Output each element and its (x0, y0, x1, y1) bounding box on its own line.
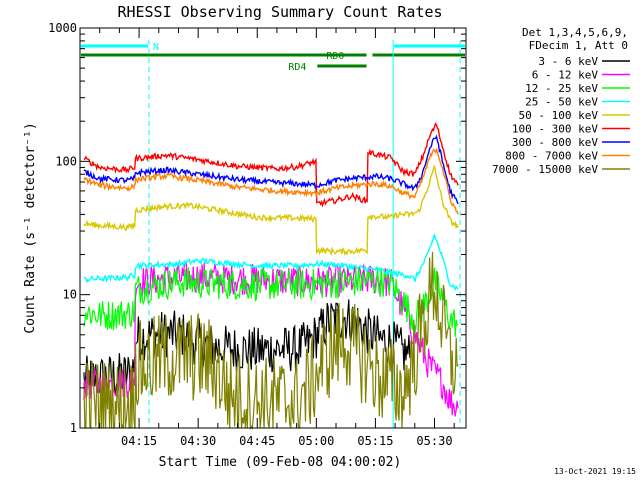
y-axis-ticks: 1 10 100 1000 (48, 21, 466, 435)
footer-timestamp: 13-Oct-2021 19:15 (554, 467, 636, 476)
x-tick-label-4: 05:15 (357, 434, 393, 448)
flag-label-n: N (153, 42, 159, 53)
series-line-8 (83, 251, 459, 431)
series-line-2 (83, 267, 459, 337)
flag-bars: N RD0 RD4 (81, 42, 465, 73)
x-tick-label-2: 04:45 (239, 434, 275, 448)
y-tick-label-0: 1 (70, 421, 77, 435)
y-tick-label-3: 1000 (48, 21, 77, 35)
series-lines (83, 122, 459, 431)
legend-label-8: 7000 - 15000 keV (492, 163, 598, 176)
series-line-4 (83, 165, 459, 257)
legend-header-0: Det 1,3,4,5,6,9, (522, 26, 628, 39)
y-tick-label-1: 10 (63, 288, 77, 302)
x-axis-title: Start Time (09-Feb-08 04:00:02) (159, 455, 402, 470)
y-tick-label-2: 100 (55, 154, 77, 168)
legend-label-4: 50 - 100 keV (519, 109, 599, 122)
x-tick-label-1: 04:30 (180, 434, 216, 448)
legend-label-0: 3 - 6 keV (538, 55, 598, 68)
legend-label-1: 6 - 12 keV (532, 69, 599, 82)
chart-title: RHESSI Observing Summary Count Rates (117, 3, 442, 21)
legend-label-2: 12 - 25 keV (525, 82, 598, 95)
series-line-0 (83, 299, 412, 397)
legend-header-1: FDecim 1, Att 0 (529, 39, 628, 52)
x-tick-label-3: 05:00 (298, 434, 334, 448)
x-tick-label-5: 05:30 (416, 434, 452, 448)
series-line-7 (83, 148, 459, 215)
series-line-3 (83, 234, 459, 291)
legend: Det 1,3,4,5,6,9,FDecim 1, Att 0 3 - 6 keV… (492, 26, 630, 176)
series-line-5 (83, 122, 459, 208)
x-tick-label-0: 04:15 (121, 434, 157, 448)
legend-label-3: 25 - 50 keV (525, 96, 598, 109)
x-axis-ticks: 04:15 04:30 04:45 05:00 05:15 05:30 (99, 28, 455, 448)
legend-label-5: 100 - 300 keV (512, 123, 598, 136)
plot-frame (79, 27, 467, 429)
legend-label-7: 800 - 7000 keV (505, 150, 598, 163)
series-line-6 (83, 134, 459, 205)
legend-label-6: 300 - 800 keV (512, 136, 598, 149)
flag-label-rd0: RD0 (326, 51, 344, 62)
y-axis-title: Count Rate (s⁻¹ detector⁻¹) (23, 122, 38, 333)
flag-label-rd4: RD4 (288, 62, 306, 73)
